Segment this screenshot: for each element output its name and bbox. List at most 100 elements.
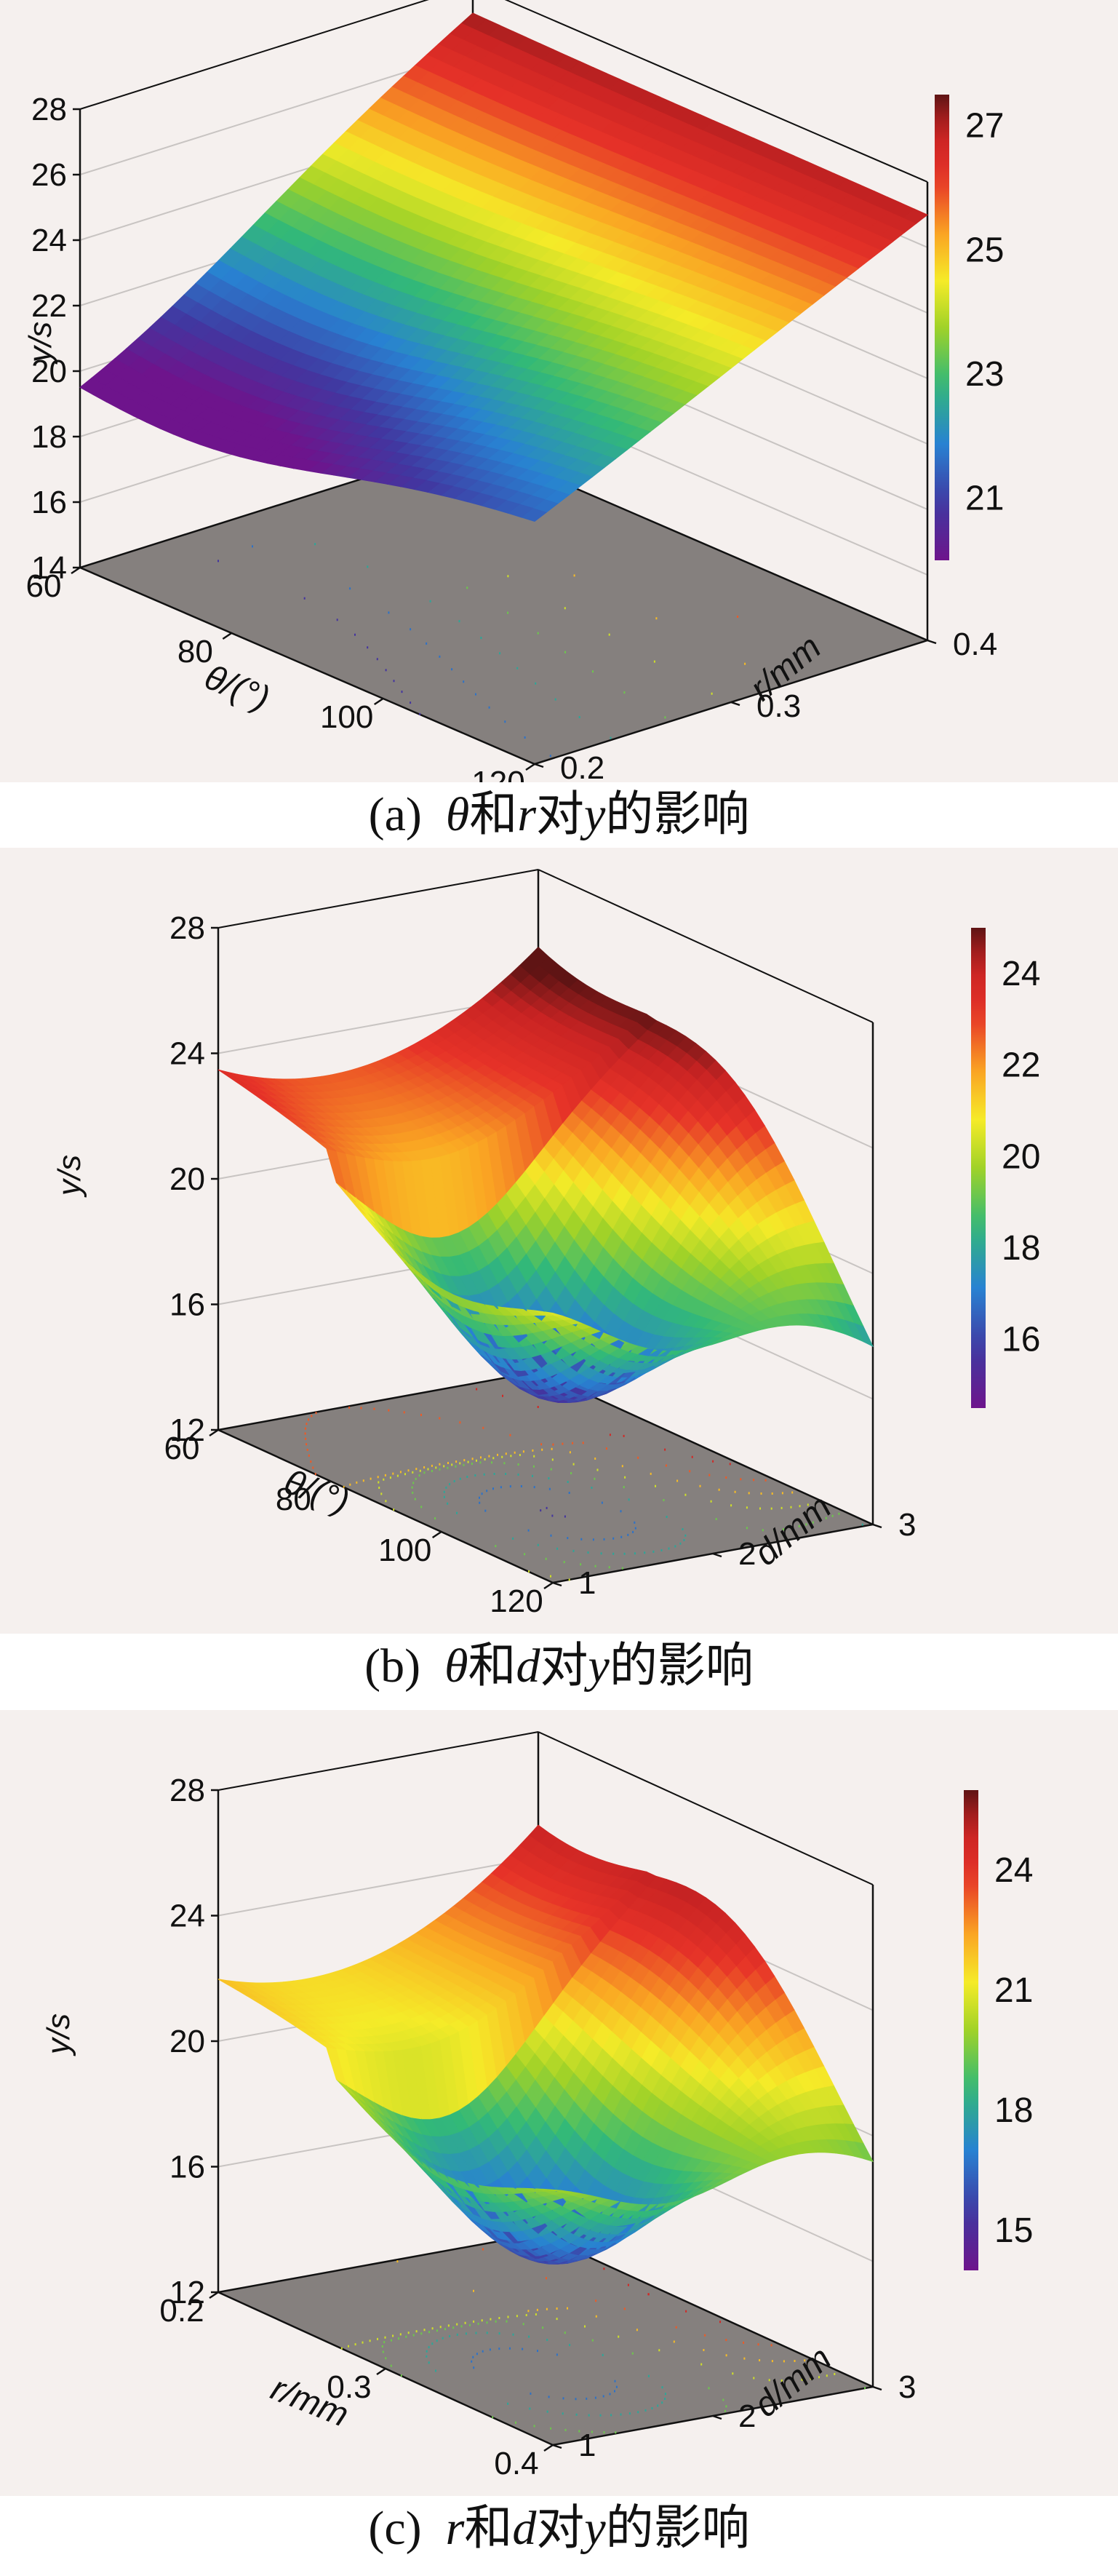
a-colorbar-tick-label: 25	[965, 231, 1004, 269]
b-surface	[218, 947, 873, 1403]
b-colorbar-tick-label: 22	[1002, 1046, 1040, 1085]
caption-b-tail: 的影响	[610, 1639, 754, 1693]
b-colorbar-tick-label: 16	[1002, 1321, 1040, 1359]
caption-c-tail: 的影响	[606, 2502, 750, 2555]
caption-c-var1: r	[446, 2502, 465, 2555]
a-y-tick-mark	[927, 640, 936, 643]
c-colorbar-tick-label: 24	[994, 1851, 1033, 1890]
c-z-tick-label: 24	[169, 1899, 205, 1934]
b-x-tick-mark	[544, 1583, 553, 1589]
caption-c-label: (c)	[368, 2502, 421, 2555]
a-colorbar	[935, 95, 949, 560]
a-colorbar-tick-label: 21	[965, 480, 1004, 518]
surface-plot-b: 12162024286080100120123θ/(°) d/mmy/s16182…	[0, 848, 1118, 1634]
c-edge-top-left	[218, 1732, 538, 1790]
c-z-tick-label: 28	[169, 1773, 205, 1808]
a-x-tick-mark	[526, 764, 535, 770]
caption-a-join: 和	[469, 788, 517, 841]
c-surface	[218, 1825, 873, 2264]
caption-b-mid: 对	[540, 1639, 588, 1693]
caption-b-resp: y	[588, 1639, 610, 1693]
caption-a-var1: θ	[446, 788, 469, 841]
a-x-tick-mark	[223, 633, 231, 639]
b-x-tick-mark	[433, 1532, 442, 1538]
b-z-axis-label: y/s	[52, 1155, 87, 1198]
c-x-tick-label: 0.2	[159, 2293, 204, 2329]
b-x-tick-label: 60	[164, 1431, 200, 1466]
panel-b: 12 16 20 24 28 60 80 100 120 1 2 3 θ/(°) d/mm y/s 16 18 2…	[0, 848, 1118, 1634]
a-x-tick-mark	[375, 699, 383, 704]
caption-b: (b) θ和d对y的影响	[0, 1637, 1118, 1696]
caption-a-label: (a)	[369, 788, 422, 841]
c-z-tick-label: 16	[169, 2150, 205, 2185]
b-y-tick-label: 3	[898, 1507, 916, 1543]
c-x-tick-mark	[544, 2445, 553, 2451]
a-z-tick-label: 22	[31, 288, 67, 324]
b-x-tick-label: 100	[378, 1533, 431, 1568]
c-colorbar-tick-label: 18	[994, 2091, 1033, 2130]
a-x-tick-label: 80	[177, 634, 213, 669]
c-z-axis-label: y/s	[41, 2014, 76, 2056]
b-y-tick-label: 1	[578, 1565, 596, 1601]
c-x-tick-label: 0.4	[494, 2446, 538, 2481]
b-z-tick-label: 20	[169, 1161, 205, 1197]
a-z-tick-label: 18	[31, 419, 67, 455]
caption-a-var2: r	[517, 788, 536, 841]
c-colorbar-tick-label: 21	[994, 1971, 1033, 2010]
c-y-tick-mark	[553, 2445, 562, 2448]
caption-a-resp: y	[584, 788, 605, 841]
b-colorbar-tick-label: 18	[1002, 1229, 1040, 1268]
caption-a-mid: 对	[536, 788, 584, 841]
c-colorbar-tick-label: 15	[994, 2211, 1033, 2250]
a-y-tick-mark	[731, 702, 740, 705]
caption-c-mid: 对	[536, 2502, 584, 2555]
caption-a: (a) θ和r对y的影响	[0, 786, 1118, 844]
a-z-tick-label: 24	[31, 223, 67, 258]
c-z-tick-label: 20	[169, 2024, 205, 2059]
b-y-tick-mark	[553, 1583, 562, 1586]
a-x-axis-label: θ/(°)	[199, 658, 275, 718]
b-z-tick-label: 28	[169, 910, 205, 946]
c-x-tick-mark	[377, 2369, 386, 2374]
c-y-tick-mark	[873, 2387, 882, 2390]
c-y-tick-label: 1	[578, 2428, 596, 2463]
a-z-axis-label: y/s	[23, 322, 58, 365]
a-y-tick-label: 0.4	[953, 627, 997, 662]
caption-c: (c) r和d对y的影响	[0, 2500, 1118, 2558]
caption-c-resp: y	[584, 2502, 605, 2555]
b-colorbar-tick-label: 24	[1002, 955, 1040, 993]
b-colorbar	[971, 928, 986, 1408]
panel-c: 12 16 20 24 28 0.2 0.3 0.4 1 2 3 r/mm d/mm y/s 15 18 21 2…	[0, 1710, 1118, 2496]
caption-b-join: 和	[468, 1639, 516, 1693]
c-y-tick-mark	[713, 2416, 722, 2419]
caption-c-var2: d	[512, 2502, 536, 2555]
a-x-tick-label: 60	[26, 568, 62, 604]
caption-a-tail: 的影响	[605, 788, 749, 841]
c-colorbar	[964, 1790, 978, 2270]
a-colorbar-tick-label: 23	[965, 355, 1004, 394]
caption-b-var1: θ	[444, 1639, 468, 1693]
b-z-tick-label: 24	[169, 1036, 205, 1072]
a-surface	[80, 13, 927, 522]
a-x-tick-label: 120	[471, 765, 524, 782]
a-colorbar-tick-label: 27	[965, 107, 1004, 146]
a-y-tick-mark	[535, 764, 543, 767]
b-y-tick-mark	[713, 1554, 722, 1557]
b-x-tick-label: 120	[490, 1583, 543, 1619]
surface-plot-a: 141618202224262860801001200.20.30.4θ/(°)…	[0, 0, 1118, 782]
a-z-tick-label: 16	[31, 485, 67, 520]
a-z-tick-label: 28	[31, 92, 67, 127]
a-z-tick-label: 26	[31, 157, 67, 193]
c-y-tick-label: 3	[898, 2369, 916, 2405]
b-y-tick-mark	[873, 1524, 882, 1527]
caption-b-var2: d	[516, 1639, 540, 1693]
caption-b-label: (b)	[364, 1639, 420, 1693]
caption-c-join: 和	[464, 2502, 512, 2555]
a-x-tick-label: 100	[320, 699, 373, 735]
b-colorbar-tick-label: 20	[1002, 1137, 1040, 1176]
b-edge-top-left	[218, 870, 538, 928]
panel-a: 14 16 18 20 22 24 26 28 60 80 100 120 0.2 0.3 0.4 θ/(°)…	[0, 0, 1118, 782]
b-z-tick-label: 16	[169, 1287, 205, 1323]
a-y-tick-label: 0.2	[560, 750, 604, 782]
